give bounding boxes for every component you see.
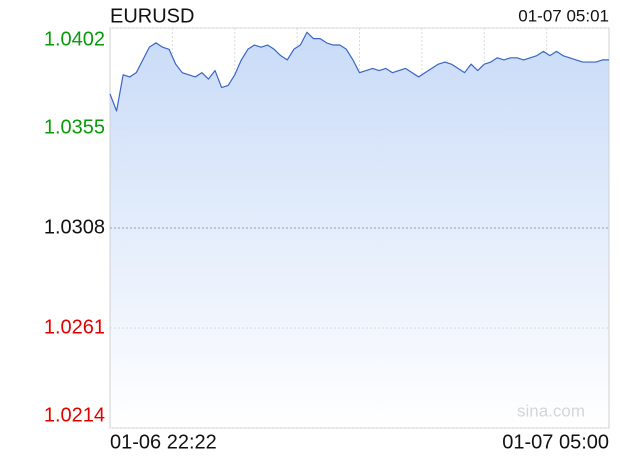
- x-tick-label: 01-06 22:22: [110, 431, 217, 453]
- area: [110, 32, 609, 428]
- timestamp: 01-07 05:01: [518, 6, 609, 25]
- chart-title: EURUSD: [110, 5, 194, 27]
- y-tick-label: 1.0214: [44, 404, 105, 426]
- watermark: sina.com: [517, 401, 585, 420]
- y-tick-label: 1.0261: [44, 316, 105, 338]
- y-tick-label: 1.0402: [44, 28, 105, 50]
- x-tick-label: 01-07 05:00: [502, 431, 609, 453]
- price-line: [109, 31, 609, 112]
- y-tick-label: 1.0308: [44, 216, 105, 238]
- y-tick-label: 1.0355: [44, 116, 105, 138]
